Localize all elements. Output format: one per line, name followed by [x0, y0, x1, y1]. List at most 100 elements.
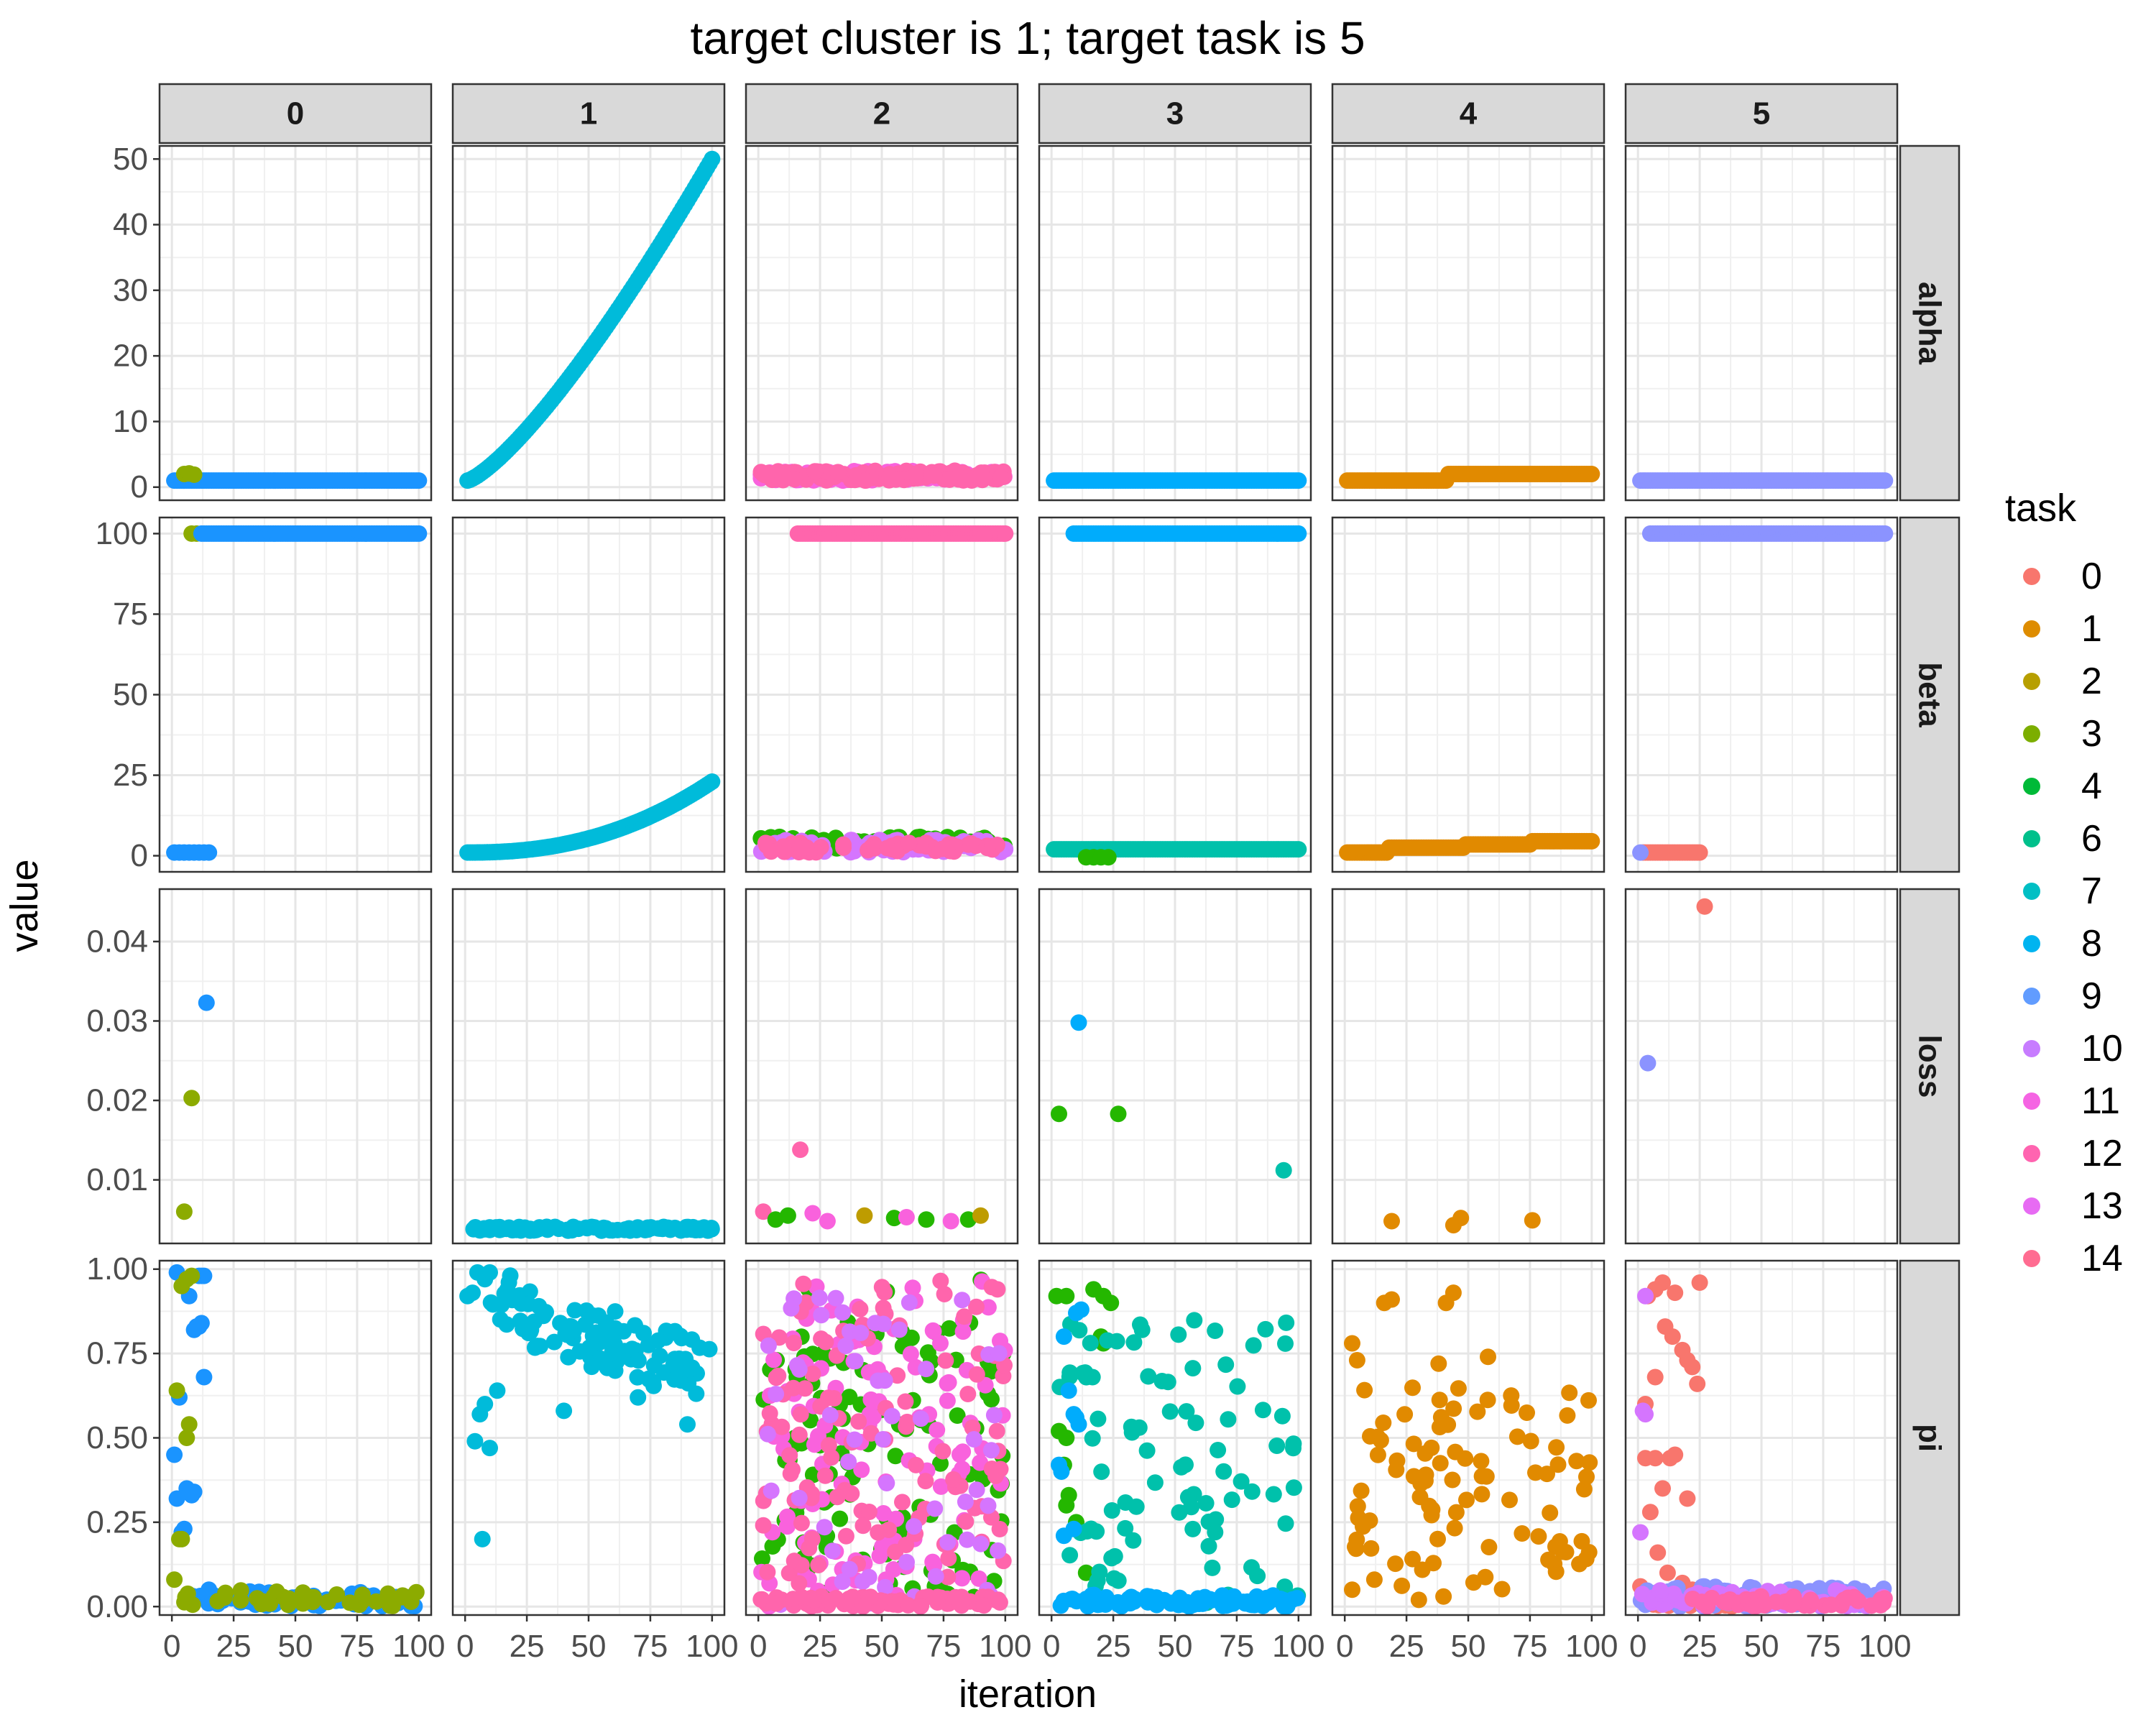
data-point-task-1	[1540, 1551, 1557, 1568]
data-point-task-1	[1480, 1348, 1496, 1366]
data-point-task-14	[806, 1591, 823, 1609]
data-point-task-12	[939, 1534, 957, 1551]
data-point-task-9	[1055, 1328, 1072, 1346]
data-point-task-8	[482, 1294, 499, 1311]
data-point-task-1	[1445, 1284, 1462, 1302]
row-strip-label-loss: loss	[1912, 1034, 1948, 1098]
data-point-task-1	[1542, 1504, 1559, 1522]
data-point-task-1	[1452, 1210, 1470, 1227]
data-point-task-13	[902, 1346, 919, 1363]
data-point-task-0	[1654, 1274, 1671, 1291]
data-point-task-14	[791, 1426, 808, 1443]
data-point-task-8	[607, 1303, 624, 1320]
legend-label-9: 9	[2081, 975, 2102, 1017]
data-point-task-8	[704, 150, 721, 167]
data-point-task-9	[1215, 1597, 1232, 1614]
data-point-task-14	[932, 1272, 949, 1289]
data-point-task-14	[954, 1595, 970, 1612]
data-point-task-7	[1278, 1314, 1295, 1331]
data-point-task-8	[466, 1432, 484, 1450]
data-point-task-14	[791, 1575, 808, 1592]
data-point-task-14	[755, 1517, 772, 1534]
data-point-task-7	[1103, 1502, 1120, 1519]
data-point-task-9	[1072, 1301, 1089, 1318]
data-point-task-12	[906, 1518, 923, 1535]
legend-key-4	[2023, 778, 2040, 795]
data-point-task-1	[1508, 1428, 1526, 1445]
data-point-task-7	[1170, 1326, 1187, 1343]
data-point-task-12	[847, 1353, 864, 1370]
data-point-task-7	[1153, 1373, 1171, 1389]
x-tick-label: 75	[1805, 1629, 1841, 1664]
panel-border	[158, 888, 433, 1245]
data-point-task-1	[1375, 1414, 1392, 1431]
data-point-task-1	[1568, 1453, 1585, 1470]
data-point-task-9	[1110, 1593, 1127, 1611]
data-point-task-8	[630, 1389, 647, 1406]
legend-label-14: 14	[2081, 1238, 2123, 1279]
data-point-task-4	[1058, 1496, 1075, 1514]
data-point-task-1	[1547, 1538, 1564, 1555]
data-point-task-8	[539, 1220, 556, 1237]
data-point-task-7	[1105, 1570, 1123, 1587]
y-tick-label: 0.02	[86, 1083, 148, 1118]
data-point-task-14	[796, 1380, 814, 1397]
data-point-task-14	[897, 1393, 914, 1410]
data-point-task-8	[620, 1220, 637, 1237]
data-point-task-12	[811, 1289, 828, 1307]
data-point-task-4	[1110, 1105, 1127, 1123]
y-axis-title: value	[3, 859, 46, 952]
data-point-task-14	[908, 466, 924, 483]
y-tick-label: 0.03	[86, 1003, 148, 1039]
col-strip-label-3: 3	[1166, 96, 1184, 132]
data-point-task-9	[1289, 1590, 1306, 1606]
data-point-task-1	[1527, 1464, 1544, 1481]
data-point-task-8	[584, 1307, 601, 1324]
data-point-task-14	[1695, 1593, 1712, 1611]
data-point-task-12	[927, 1568, 944, 1585]
data-point-task-1	[1514, 1525, 1531, 1542]
data-point-task-8	[704, 773, 721, 790]
data-point-task-9	[1237, 1595, 1254, 1612]
panel-border	[451, 516, 726, 873]
data-point-task-12	[813, 1307, 830, 1324]
legend-title: task	[2005, 487, 2077, 530]
x-tick-label: 25	[1389, 1629, 1424, 1664]
panel-border	[1038, 888, 1312, 1245]
data-point-task-7	[1215, 1463, 1233, 1480]
data-point-task-14	[829, 464, 847, 481]
data-point-task-7	[1285, 1435, 1302, 1453]
data-point-task-1	[1583, 466, 1600, 482]
data-point-task-14	[959, 1386, 977, 1402]
data-point-task-7	[1220, 1411, 1237, 1428]
data-point-task-8	[489, 1382, 506, 1399]
data-point-task-0	[1691, 844, 1708, 861]
legend-key-12	[2023, 1145, 2040, 1162]
data-point-task-1	[1493, 1581, 1511, 1598]
data-point-task-14	[774, 469, 791, 486]
data-point-task-3	[354, 1593, 371, 1610]
data-point-task-3	[268, 1583, 285, 1600]
data-point-task-3	[393, 1588, 410, 1606]
col-strip-1	[451, 83, 726, 144]
data-point-task-8	[504, 1292, 521, 1309]
data-point-task-1	[1431, 1392, 1448, 1409]
data-point-task-1	[1412, 1475, 1429, 1492]
data-point-task-1	[1435, 1588, 1452, 1605]
legend-key-8	[2023, 935, 2040, 952]
data-point-task-14	[773, 1418, 791, 1435]
data-point-task-1	[1473, 1486, 1491, 1503]
data-point-task-7	[1200, 1537, 1217, 1555]
panel-border	[1624, 516, 1899, 873]
data-point-task-12	[918, 1361, 935, 1378]
data-point-task-7	[1217, 1356, 1235, 1374]
data-point-task-7	[1093, 1463, 1110, 1481]
data-point-task-13	[875, 1505, 892, 1522]
legend-label-7: 7	[2081, 870, 2102, 912]
data-point-task-1	[1414, 1561, 1431, 1578]
data-point-task-7	[1178, 1403, 1195, 1420]
data-point-task-3	[177, 1588, 194, 1606]
data-point-task-3	[262, 1595, 278, 1612]
data-point-task-10	[195, 1267, 213, 1284]
legend-key-11	[2023, 1092, 2040, 1110]
